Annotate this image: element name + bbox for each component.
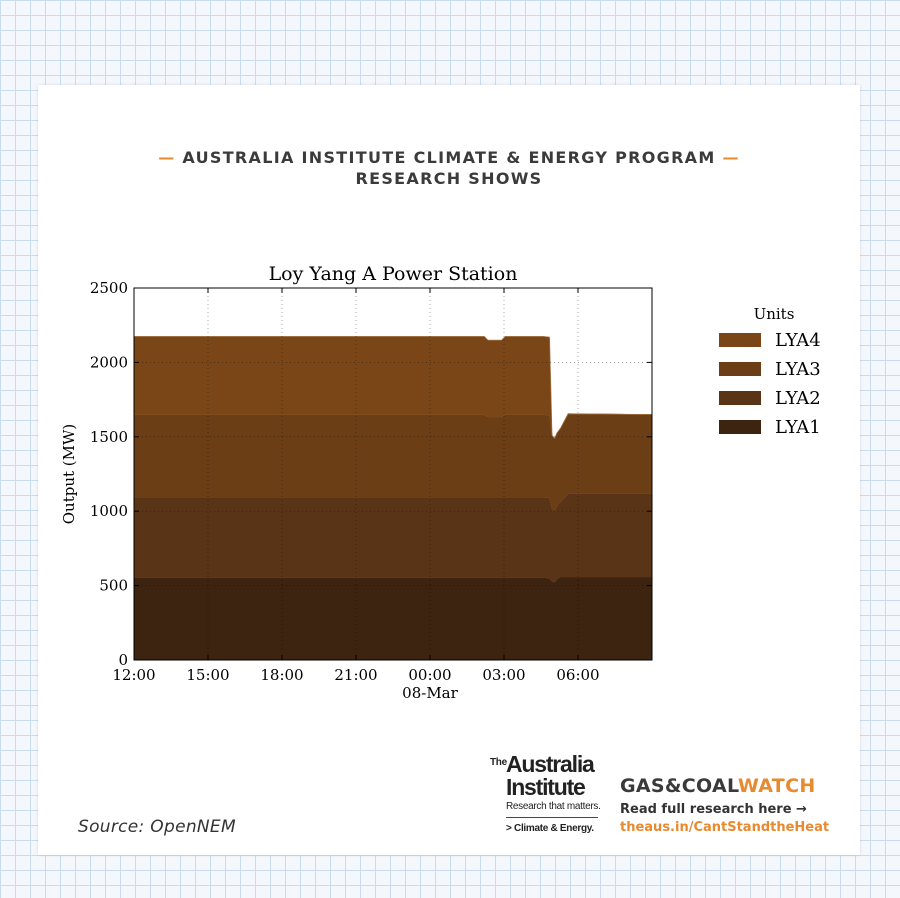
logo-name-line-1: Australia <box>506 751 595 777</box>
gcw-read-more: Read full research here → <box>620 802 807 817</box>
header-line-1: — AUSTRALIA INSTITUTE CLIMATE & ENERGY P… <box>38 147 860 168</box>
area-layers <box>133 336 653 661</box>
header-title: AUSTRALIA INSTITUTE CLIMATE & ENERGY PRO… <box>182 148 716 167</box>
logo-tagline: Research that matters. <box>506 801 601 812</box>
y-tick-label: 2500 <box>90 279 128 297</box>
legend-swatch-lya3 <box>719 362 761 376</box>
source-note: Source: OpenNEM <box>78 817 236 837</box>
y-tick-label: 1000 <box>90 502 128 520</box>
legend-label-lya3: LYA3 <box>775 359 821 380</box>
x-axis: 12:00 15:00 18:00 21:00 00:00 03:00 06:00 08-Ma… <box>112 288 600 702</box>
program-header: — AUSTRALIA INSTITUTE CLIMATE & ENERGY P… <box>38 147 860 189</box>
logo-name-line-2: Institute <box>506 774 586 800</box>
header-dash-right: — <box>722 148 740 167</box>
logo-divider <box>506 817 598 818</box>
gcw-url-link[interactable]: theaus.in/CantStandtheHeat <box>620 820 830 835</box>
x-tick-label: 18:00 <box>260 666 303 684</box>
x-tick-label: 12:00 <box>112 666 155 684</box>
logo-the: The <box>490 757 507 768</box>
area-lya4 <box>133 336 653 439</box>
gcw-logo: GAS&COALWATCH <box>620 775 829 797</box>
header-line-2: RESEARCH SHOWS <box>355 169 543 188</box>
x-tick-label: 00:00 <box>408 666 451 684</box>
legend-label-lya4: LYA4 <box>775 330 821 351</box>
infographic-card: — AUSTRALIA INSTITUTE CLIMATE & ENERGY P… <box>38 85 860 855</box>
area-lya2 <box>133 493 653 583</box>
x-tick-label: 03:00 <box>482 666 525 684</box>
area-edge-lya4 <box>134 336 653 440</box>
legend-label-lya2: LYA2 <box>775 388 821 409</box>
legend-label-lya1: LYA1 <box>775 417 821 438</box>
gas-coal-watch-block: GAS&COALWATCH Read full research here → … <box>620 775 829 835</box>
gcw-title-gas-coal: GAS&COAL <box>620 775 738 797</box>
logo-name: Australia Institute <box>506 751 595 800</box>
y-axis: 0 500 1000 1500 2000 2500 Output (MW) <box>60 279 652 669</box>
legend-swatch-lya2 <box>719 391 761 405</box>
x-tick-label: 15:00 <box>186 666 229 684</box>
y-tick-label: 0 <box>118 651 128 669</box>
y-tick-label: 2000 <box>90 353 128 371</box>
legend-swatch-lya1 <box>719 420 761 434</box>
legend-title: Units <box>754 305 795 323</box>
y-tick-label: 500 <box>99 577 128 595</box>
y-axis-label: Output (MW) <box>60 424 78 525</box>
area-lya1 <box>133 576 653 661</box>
loy-yang-area-chart: 12:00 15:00 18:00 21:00 00:00 03:00 06:00 08-Ma… <box>60 263 821 702</box>
legend: Units LYA4 LYA3 LYA2 LYA1 <box>719 305 821 438</box>
x-date-label: 08-Mar <box>402 684 458 702</box>
header-dash-left: — <box>158 148 176 167</box>
chart-title: Loy Yang A Power Station <box>269 263 518 285</box>
gcw-title-watch: WATCH <box>737 775 816 797</box>
logo-subline: > Climate & Energy. <box>506 823 594 834</box>
legend-swatch-lya4 <box>719 333 761 347</box>
plot-frame <box>133 287 653 661</box>
x-tick-label: 06:00 <box>556 666 599 684</box>
y-tick-label: 1500 <box>90 428 128 446</box>
x-tick-label: 21:00 <box>334 666 377 684</box>
